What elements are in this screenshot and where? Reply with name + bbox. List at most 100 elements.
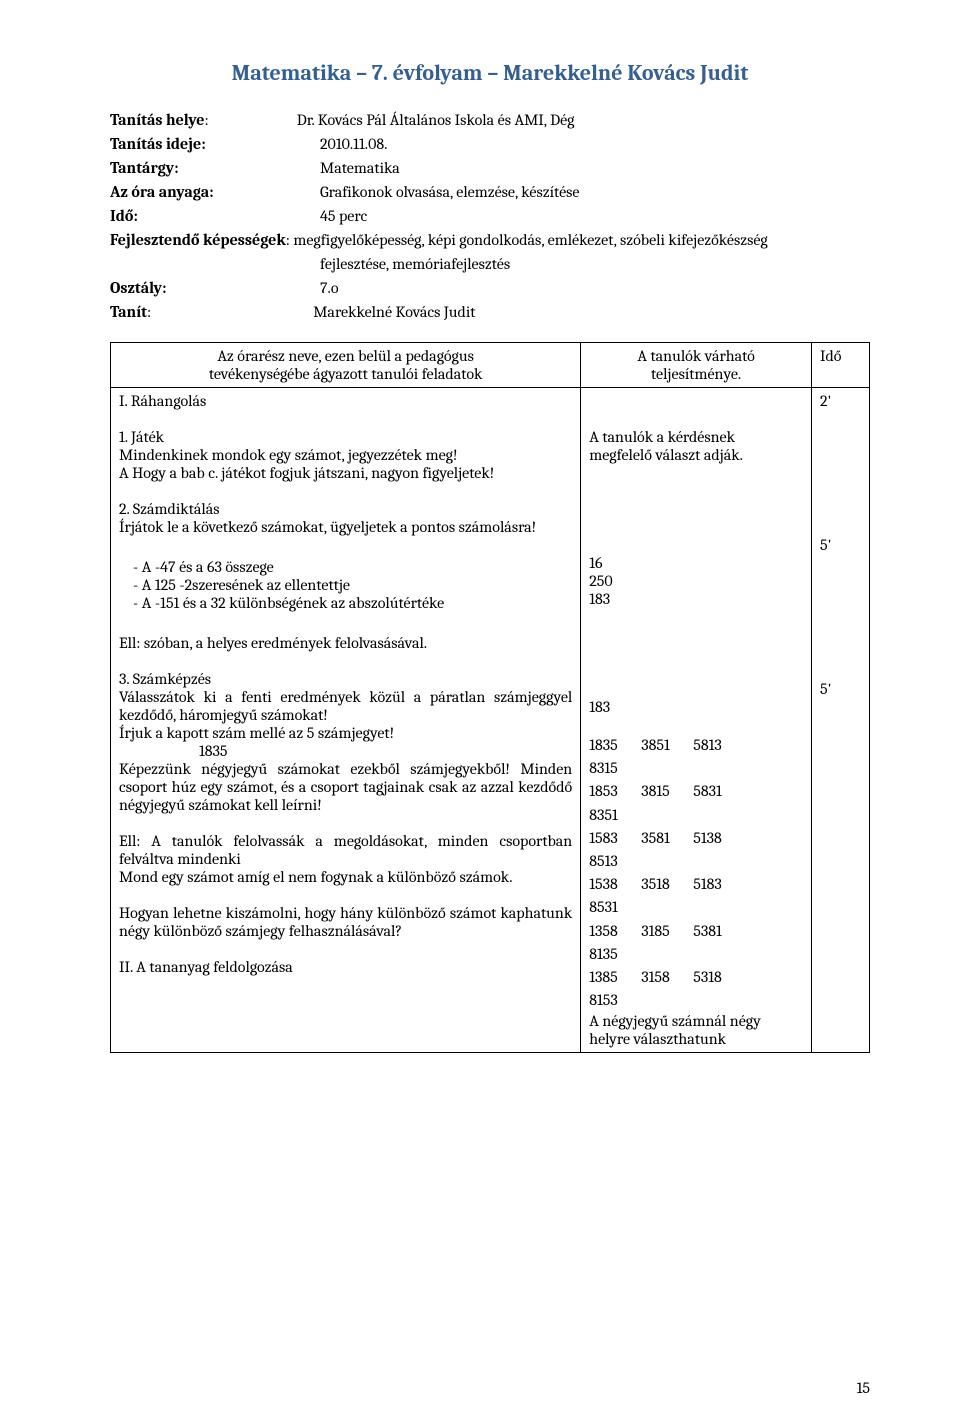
list-item: A -151 és a 32 különbségének az abszolút…	[149, 594, 572, 612]
grid-num: 1538	[589, 873, 641, 896]
body-text: Mond egy számot amíg el nem fogynak a kü…	[119, 868, 572, 886]
time-value: 5'	[820, 680, 861, 698]
grid-num: 1358	[589, 920, 641, 943]
meta-value: Marekkelné Kovács Judit	[151, 300, 870, 324]
grid-num: 8351	[589, 804, 641, 827]
meta-row: Az óra anyaga: Grafikonok olvasása, elem…	[110, 180, 870, 204]
number-grid: 183538515813 8315 185338155831 8351 1583…	[589, 734, 803, 1012]
meta-label: Idő:	[110, 204, 320, 228]
label-text: Tanítás helye	[110, 111, 204, 129]
grid-num: 5318	[693, 966, 745, 989]
result-text: A tanulók a kérdésnek	[589, 428, 803, 446]
body-text: Hogyan lehetne kiszámolni, hogy hány kül…	[119, 904, 572, 940]
grid-num: 1853	[589, 780, 641, 803]
list-item: A -47 és a 63 összege	[149, 558, 572, 576]
result-value: 250	[589, 572, 803, 590]
header-text: tevékenységébe ágyazott tanulói feladato…	[209, 365, 483, 383]
meta-value: Grafikonok olvasása, elemzése, készítése	[320, 180, 870, 204]
grid-num: 8315	[589, 757, 641, 780]
header-col2: A tanulók várható teljesítménye.	[581, 343, 812, 388]
item-heading: 1. Játék	[119, 428, 572, 446]
body-text: Mindenkinek mondok egy számot, jegyezzét…	[119, 446, 572, 464]
result-value: 183	[589, 698, 803, 716]
cell-mid: A tanulók a kérdésnek megfelelő választ …	[581, 388, 812, 1053]
body-text: Írjátok le a következő számokat, ügyelje…	[119, 518, 572, 536]
time-value: 2'	[820, 392, 861, 410]
page-number: 15	[857, 1379, 870, 1397]
body-text: Válasszátok ki a fenti eredmények közül …	[119, 688, 572, 724]
label-text: Tanít	[110, 303, 147, 321]
grid-num: 3158	[641, 966, 693, 989]
meta-row: Tantárgy: Matematika	[110, 156, 870, 180]
grid-num: 3518	[641, 873, 693, 896]
meta-label: Tanítás ideje:	[110, 132, 320, 156]
meta-row: Tanítás ideje: 2010.11.08.	[110, 132, 870, 156]
meta-value: Dr. Kovács Pál Általános Iskola és AMI, …	[209, 108, 870, 132]
header-col3: Idő	[811, 343, 869, 388]
grid-num: 8513	[589, 850, 641, 873]
grid-num: 1583	[589, 827, 641, 850]
table-header-row: Az órarész neve, ezen belül a pedagógus …	[111, 343, 870, 388]
grid-num: 1835	[589, 734, 641, 757]
result-value: 183	[589, 590, 803, 608]
item-heading: 2. Számdiktálás	[119, 500, 572, 518]
meta-value: : megfigyelőképesség, képi gondolkodás, …	[286, 231, 768, 249]
cell-right: 2' 5' 5'	[811, 388, 869, 1053]
meta-value-cont: fejlesztése, memóriafejlesztés	[110, 252, 870, 276]
body-text: Ell: A tanulók felolvassák a megoldásoka…	[119, 832, 572, 868]
meta-value: 45 perc	[320, 204, 870, 228]
grid-num: 5381	[693, 920, 745, 943]
header-col1: Az órarész neve, ezen belül a pedagógus …	[111, 343, 581, 388]
meta-label: Osztály:	[110, 276, 320, 300]
table-row: I. Ráhangolás 1. Játék Mindenkinek mondo…	[111, 388, 870, 1053]
meta-label: Tanít:	[110, 300, 151, 324]
meta-row: Idő: 45 perc	[110, 204, 870, 228]
body-text: A Hogy a bab c. játékot fogjuk játszani,…	[119, 464, 572, 482]
grid-num: 3581	[641, 827, 693, 850]
meta-label: Az óra anyaga:	[110, 180, 320, 204]
meta-label: Tanítás helye:	[110, 108, 209, 132]
result-text: megfelelő választ adják.	[589, 446, 803, 464]
list-item: A 125 -2szeresének az ellentettje	[149, 576, 572, 594]
bullet-list: A -47 és a 63 összege A 125 -2szeresének…	[119, 558, 572, 612]
grid-num: 3815	[641, 780, 693, 803]
header-text: A tanulók várható	[637, 347, 755, 365]
meta-label: Fejlesztendő képességek	[110, 231, 286, 249]
meta-row: Tanít: Marekkelné Kovács Judit	[110, 300, 870, 324]
meta-row: Tanítás helye: Dr. Kovács Pál Általános …	[110, 108, 870, 132]
grid-num: 8135	[589, 943, 641, 966]
lesson-table: Az órarész neve, ezen belül a pedagógus …	[110, 342, 870, 1053]
section-heading: II. A tananyag feldolgozása	[119, 958, 572, 976]
meta-value: 2010.11.08.	[320, 132, 870, 156]
time-value: 5'	[820, 536, 861, 554]
meta-label: Tantárgy:	[110, 156, 320, 180]
item-heading: 3. Számképzés	[119, 670, 572, 688]
meta-row-fejl: Fejlesztendő képességek: megfigyelőképes…	[110, 228, 870, 252]
page-title: Matematika – 7. évfolyam – Marekkelné Ko…	[110, 60, 870, 86]
grid-num: 5183	[693, 873, 745, 896]
grid-num: 8153	[589, 989, 641, 1012]
result-text: helyre választhatunk	[589, 1030, 803, 1048]
section-heading: I. Ráhangolás	[119, 392, 572, 410]
meta-value: 7.o	[320, 276, 870, 300]
result-text: A négyjegyű számnál négy	[589, 1012, 803, 1030]
header-text: Az órarész neve, ezen belül a pedagógus	[217, 347, 474, 365]
grid-num: 5831	[693, 780, 745, 803]
body-text: Képezzünk négyjegyű számokat ezekből szá…	[119, 760, 572, 814]
grid-num: 3851	[641, 734, 693, 757]
grid-num: 5813	[693, 734, 745, 757]
body-text: Ell: szóban, a helyes eredmények felolva…	[119, 634, 572, 652]
grid-num: 5138	[693, 827, 745, 850]
meta-block: Tanítás helye: Dr. Kovács Pál Általános …	[110, 108, 870, 324]
grid-num: 8531	[589, 896, 641, 919]
header-text: teljesítménye.	[651, 365, 741, 383]
body-text: Írjuk a kapott szám mellé az 5 számjegye…	[119, 724, 572, 742]
body-number: 1835	[119, 742, 572, 760]
meta-value: Matematika	[320, 156, 870, 180]
grid-num: 1385	[589, 966, 641, 989]
meta-row: Osztály: 7.o	[110, 276, 870, 300]
result-value: 16	[589, 554, 803, 572]
document-page: Matematika – 7. évfolyam – Marekkelné Ko…	[0, 0, 960, 1425]
grid-num: 3185	[641, 920, 693, 943]
cell-left: I. Ráhangolás 1. Játék Mindenkinek mondo…	[111, 388, 581, 1053]
